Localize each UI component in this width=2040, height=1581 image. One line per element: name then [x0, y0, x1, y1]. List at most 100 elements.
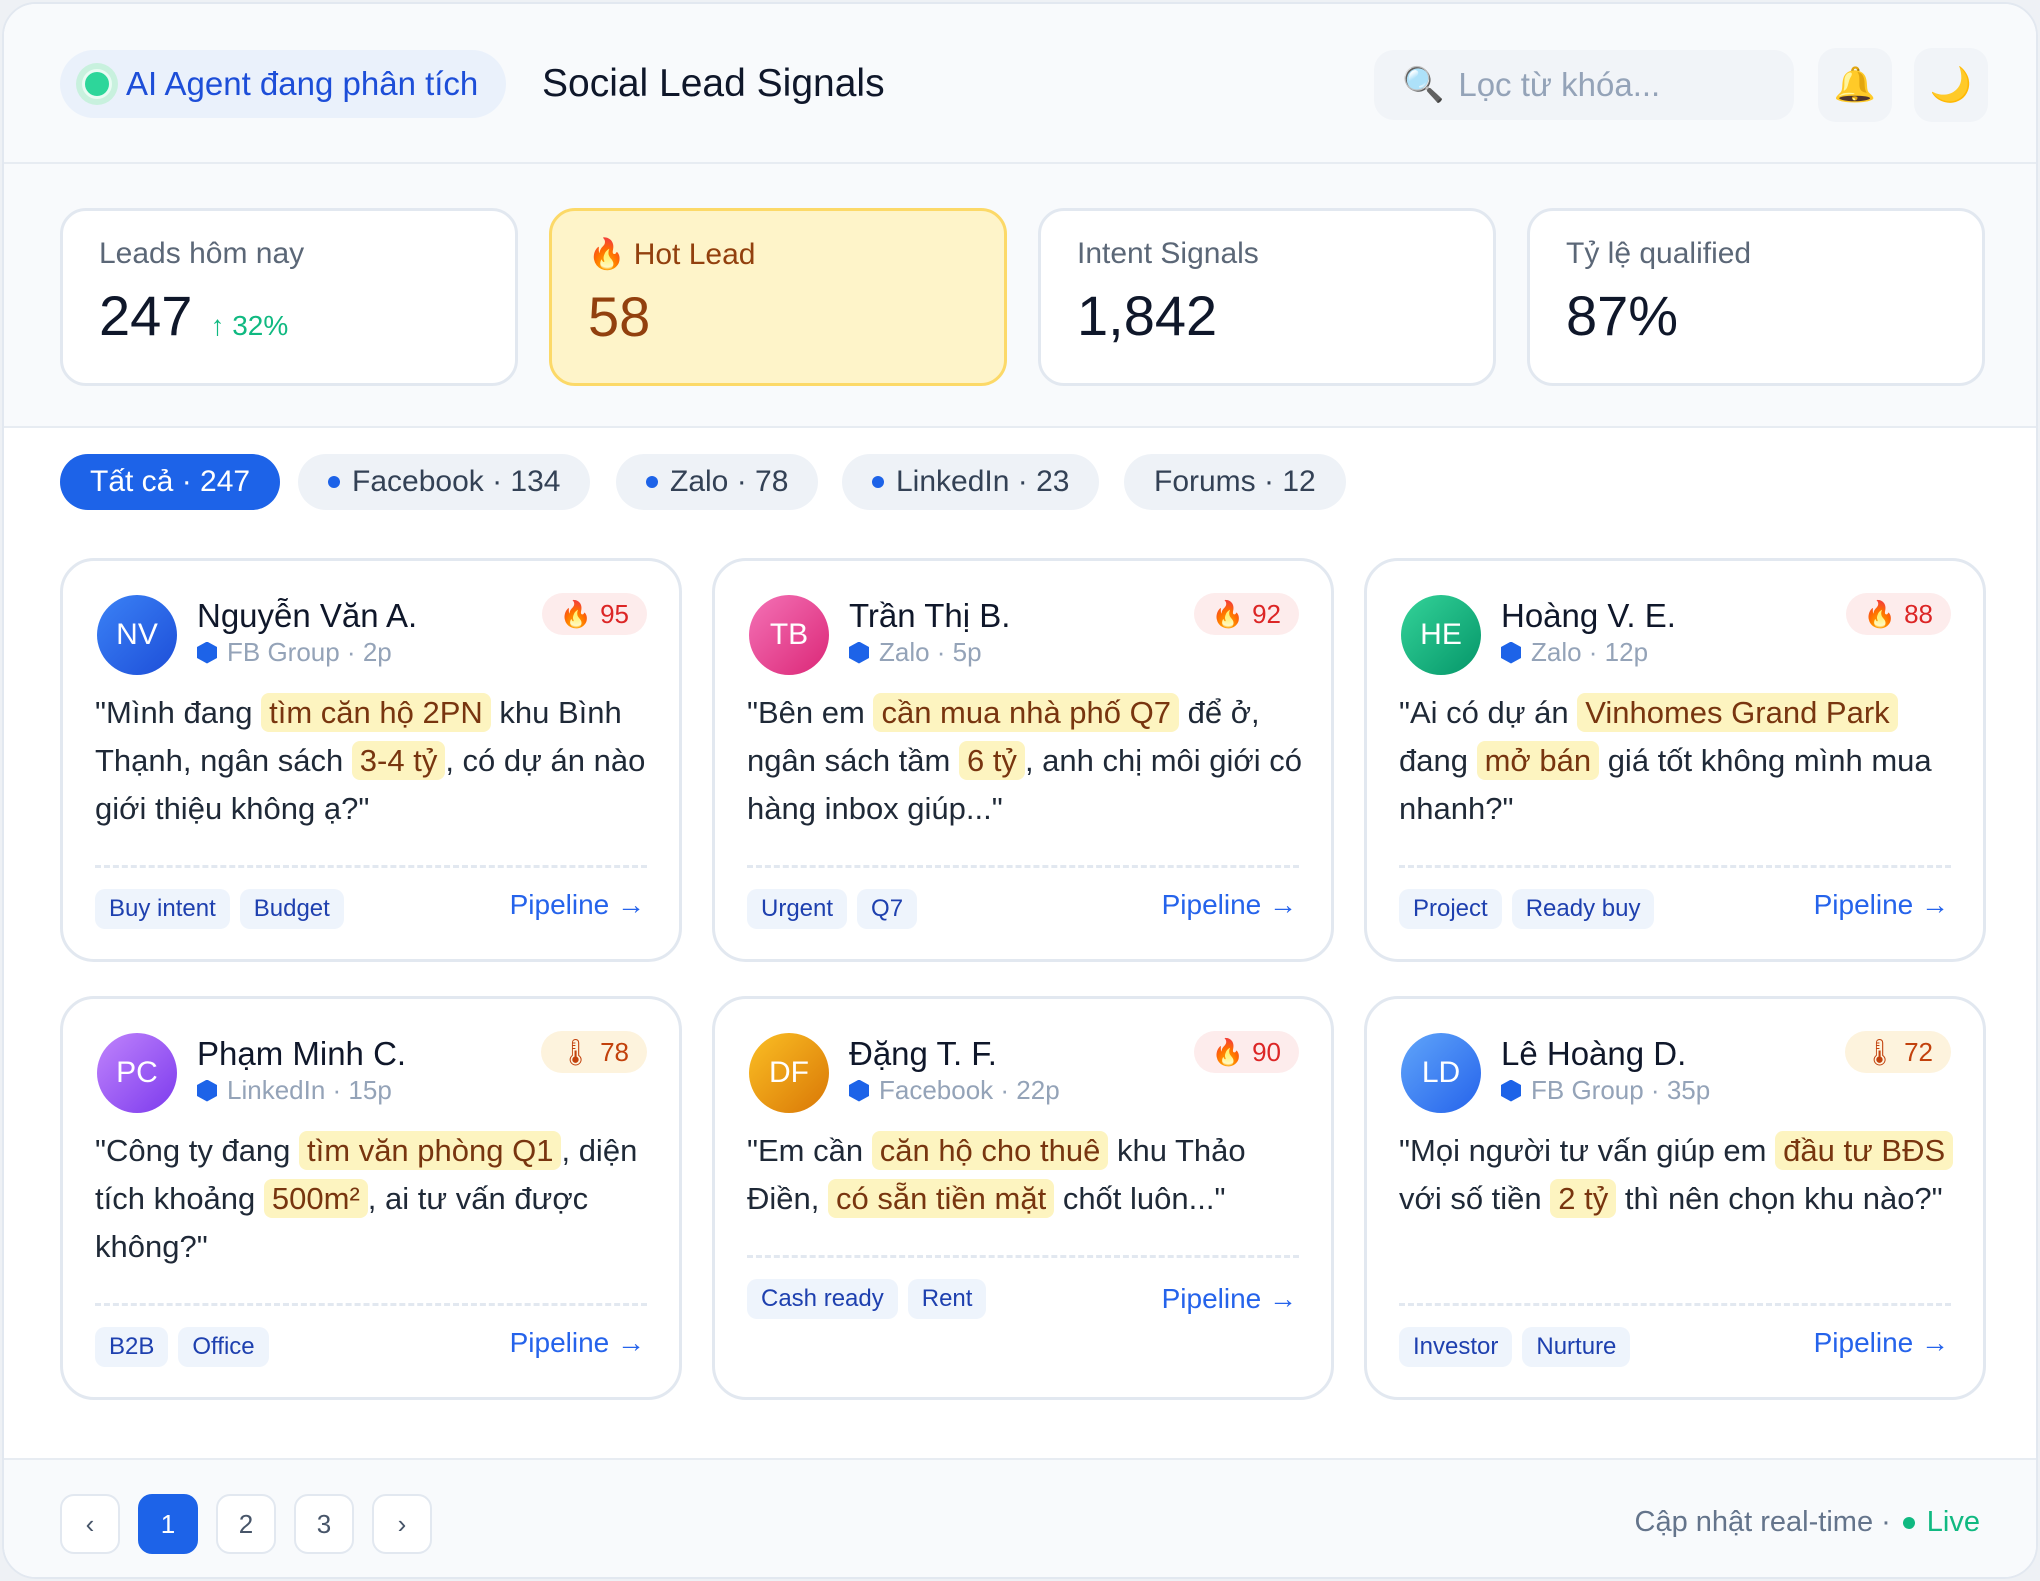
page-button-2[interactable]: 2 — [216, 1494, 276, 1554]
lead-card[interactable]: PC Phạm Minh C. LinkedIn · 15p 🌡 78 "Công ty … — [60, 996, 682, 1400]
filter-chip-linkedin[interactable]: LinkedIn · 23 — [842, 454, 1100, 510]
avatar: LD — [1401, 1033, 1481, 1113]
tag: Rent — [907, 1279, 987, 1319]
filter-label: Forums · 12 — [1154, 465, 1316, 498]
lead-card[interactable]: LD Lê Hoàng D. FB Group · 35p 🌡 72 "Mọi người… — [1364, 996, 1986, 1400]
lead-quote: "Em cần căn hộ cho thuê khu Thảo Điền, c… — [747, 1127, 1307, 1223]
filter-chip-forums[interactable]: Forums · 12 — [1124, 454, 1346, 510]
stat-card-qualified-rate: Tỷ lệ qualified 87% — [1527, 208, 1985, 386]
quote-text: khu Thảo Điền, — [747, 1133, 1246, 1216]
dot-icon — [328, 476, 340, 488]
update-status-label: Cập nhật real-time · — [1634, 1506, 1891, 1538]
keyword-highlight: 3-4 tỷ — [351, 741, 446, 780]
search-input[interactable] — [1458, 66, 1759, 104]
lead-meta: LinkedIn · 15p — [197, 1075, 392, 1106]
lead-score-badge: 🔥 92 — [1193, 593, 1299, 635]
keyword-highlight: tìm văn phòng Q1 — [299, 1131, 562, 1170]
next-page-button[interactable]: › — [372, 1494, 432, 1554]
notifications-button[interactable]: 🔔 — [1818, 48, 1892, 122]
lead-quote: "Ai có dự án Vinhomes Grand Park đang mở… — [1399, 689, 1959, 833]
filter-chip-facebook[interactable]: Facebook · 134 — [298, 454, 591, 510]
lead-meta: Zalo · 5p — [849, 637, 982, 668]
tag: Buy intent — [95, 889, 230, 929]
dot-icon — [646, 476, 658, 488]
lead-score: 72 — [1904, 1036, 1933, 1067]
dark-mode-toggle[interactable]: 🌙 — [1914, 48, 1988, 122]
quote-text: , diện tích khoảng — [95, 1133, 638, 1216]
pipeline-link[interactable]: Pipeline → — [1161, 889, 1297, 920]
lead-source: Facebook · 22p — [879, 1075, 1060, 1105]
pipeline-link[interactable]: Pipeline → — [509, 1327, 645, 1358]
quote-text: "Ai có dự án — [1399, 695, 1578, 730]
keyword-highlight: 500m² — [263, 1179, 368, 1218]
tag: Project — [1399, 889, 1502, 929]
agent-status-label: AI Agent đang phân tích — [126, 65, 479, 102]
stat-label: Intent Signals — [1077, 237, 1259, 270]
lead-name: Đặng T. F. — [849, 1035, 997, 1072]
stat-delta: ↑ 32% — [210, 310, 289, 341]
tag-list: B2B Office — [95, 1327, 269, 1367]
pipeline-link[interactable]: Pipeline → — [1161, 1283, 1297, 1314]
update-status: Cập nhật real-time · Live — [1635, 1506, 1980, 1539]
keyword-highlight: cần mua nhà phố Q7 — [873, 693, 1179, 732]
tag-list: Urgent Q7 — [747, 889, 918, 929]
filter-chip-zalo[interactable]: Zalo · 78 — [616, 454, 819, 510]
keyword-highlight: 2 tỷ — [1550, 1179, 1617, 1218]
fire-icon: 🔥 — [1211, 598, 1245, 629]
filter-chip-all[interactable]: Tất cả · 247 — [60, 454, 281, 510]
status-dot-icon — [82, 69, 112, 99]
keyword-highlight: có sẵn tiền mặt — [827, 1179, 1055, 1218]
lead-score-badge: 🌡 78 — [541, 1031, 647, 1073]
tag: Budget — [239, 889, 344, 929]
lead-score: 88 — [1904, 598, 1933, 629]
stat-card-hot-lead: 🔥 Hot Lead 58 — [549, 208, 1007, 386]
tag: Ready buy — [1511, 889, 1655, 929]
tag: Cash ready — [747, 1279, 898, 1319]
source-hexagon-icon — [849, 641, 869, 664]
quote-text: giá tốt không mình mua nhanh?" — [1399, 743, 1932, 826]
tag: Office — [178, 1327, 269, 1367]
search-icon: 🔍 — [1402, 66, 1445, 104]
avatar: DF — [749, 1033, 829, 1113]
lead-name: Hoàng V. E. — [1501, 597, 1676, 634]
keyword-highlight: đầu tư BĐS — [1775, 1131, 1954, 1170]
lead-card[interactable]: HE Hoàng V. E. Zalo · 12p 🔥 88 "Ai có dự án V… — [1364, 558, 1986, 962]
keyword-highlight: 6 tỷ — [958, 741, 1025, 780]
quote-text: "Bên em — [747, 695, 874, 730]
tag: B2B — [95, 1327, 169, 1367]
prev-page-button[interactable]: ‹ — [60, 1494, 120, 1554]
agent-status-pill: AI Agent đang phân tích — [60, 50, 507, 118]
card-divider — [95, 865, 647, 868]
lead-card[interactable]: DF Đặng T. F. Facebook · 22p 🔥 90 "Em cần căn… — [712, 996, 1334, 1400]
fire-icon: 🔥 — [1863, 598, 1897, 629]
lead-card[interactable]: NV Nguyễn Văn A. FB Group · 2p 🔥 95 "Mình đan… — [60, 558, 682, 962]
page-title: Social Lead Signals — [542, 62, 885, 105]
search-box[interactable]: 🔍 — [1374, 50, 1794, 120]
thermometer-icon: 🌡 — [1863, 1036, 1897, 1067]
card-divider — [747, 865, 1299, 868]
lead-score-badge: 🌡 72 — [1845, 1031, 1951, 1073]
fire-icon: 🔥 — [1211, 1036, 1245, 1067]
lead-score-badge: 🔥 88 — [1845, 593, 1951, 635]
quote-text: , anh chị môi giới có hàng inbox giúp...… — [747, 743, 1302, 826]
lead-quote: "Công ty đang tìm văn phòng Q1, diện tíc… — [95, 1127, 655, 1271]
pipeline-link[interactable]: Pipeline → — [1813, 1327, 1949, 1358]
source-hexagon-icon — [849, 1079, 869, 1102]
lead-source: FB Group · 2p — [227, 637, 392, 667]
page-button-3[interactable]: 3 — [294, 1494, 354, 1554]
pipeline-link[interactable]: Pipeline → — [509, 889, 645, 920]
lead-score: 92 — [1252, 598, 1281, 629]
quote-text: "Mọi người tư vấn giúp em — [1399, 1133, 1776, 1168]
lead-name: Trần Thị B. — [849, 597, 1011, 634]
source-hexagon-icon — [1501, 641, 1521, 664]
tag-list: Buy intent Budget — [95, 889, 344, 929]
pipeline-link[interactable]: Pipeline → — [1813, 889, 1949, 920]
footer-bar: ‹ 1 2 3 › Cập nhật real-time · Live — [4, 1458, 2036, 1577]
quote-text: với số tiền — [1399, 1181, 1551, 1216]
lead-score: 78 — [600, 1036, 629, 1067]
lead-source: LinkedIn · 15p — [227, 1075, 392, 1105]
lead-card[interactable]: TB Trần Thị B. Zalo · 5p 🔥 92 "Bên em cần mua… — [712, 558, 1334, 962]
page-button-1[interactable]: 1 — [138, 1494, 198, 1554]
lead-meta: FB Group · 35p — [1501, 1075, 1710, 1106]
lead-name: Nguyễn Văn A. — [197, 597, 418, 634]
